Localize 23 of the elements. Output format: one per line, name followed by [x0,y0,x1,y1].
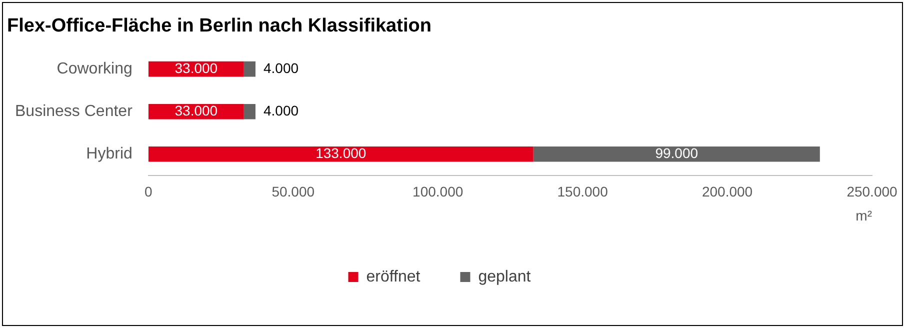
bar [148,146,534,162]
y-tick-label: Hybrid [86,146,132,163]
y-tick-label: Business Center [15,103,134,120]
x-tick-label: 150.000 [557,184,608,200]
data-label: 33.000 [174,60,218,76]
data-label: 133.000 [316,144,366,161]
x-tick-label: 0 [144,184,152,200]
x-axis-title: m² [856,207,872,224]
data-label: 99.000 [655,144,698,161]
data-label: 4.000 [263,60,299,76]
legend-label: geplant [478,268,532,286]
x-tick-label: 200.000 [702,184,753,200]
x-tick-label: 250.000 [846,184,898,200]
data-label: 4.000 [263,102,299,118]
bar [244,104,256,120]
data-label: 33.000 [174,102,218,118]
x-tick-label: 100.000 [412,184,464,200]
bar [244,61,256,77]
bar [533,146,820,162]
legend-label: eröffnet [366,268,421,286]
x-tick-label: 50.000 [272,184,315,200]
chart-title: Flex-Office-Fläche in Berlin nach Klassifikation [7,16,432,37]
y-tick-label: Coworking [56,60,132,78]
